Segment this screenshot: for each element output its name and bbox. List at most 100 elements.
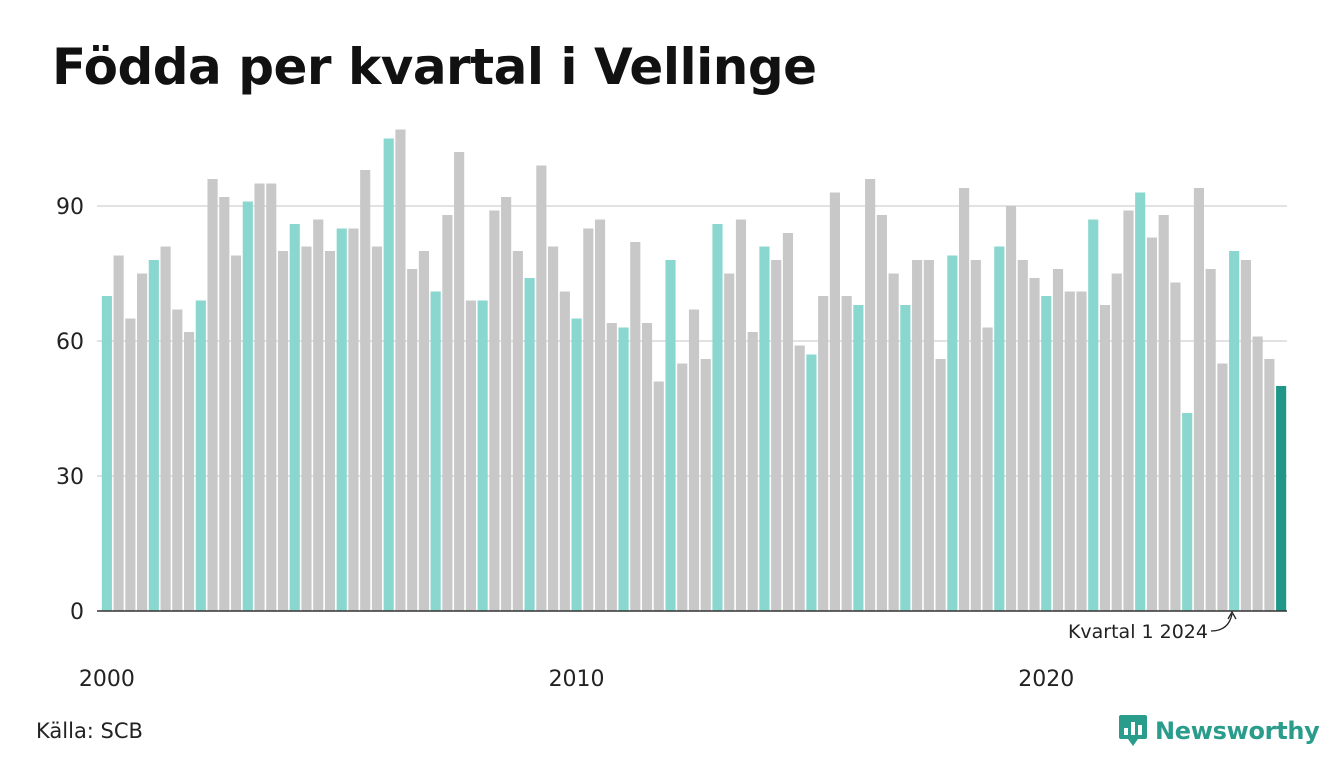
bar (900, 305, 911, 611)
bar (818, 296, 829, 611)
bar (1158, 215, 1169, 611)
bar (524, 278, 535, 611)
bar (395, 129, 406, 611)
bar (1240, 260, 1251, 611)
x-tick-label: 2000 (79, 667, 135, 692)
bar (1146, 237, 1158, 611)
annotation-arrow (1210, 613, 1233, 632)
bar (724, 273, 735, 611)
bar (1005, 206, 1017, 611)
bar (583, 228, 594, 611)
bar (348, 228, 359, 611)
y-tick-label: 60 (56, 330, 84, 355)
bar (371, 246, 383, 611)
bar (735, 219, 747, 611)
bar (1229, 251, 1240, 611)
bars (101, 129, 1287, 611)
source-text: Källa: SCB (36, 719, 143, 743)
bar (266, 183, 277, 611)
bar (1193, 188, 1205, 611)
bar (712, 224, 723, 611)
bar (101, 296, 112, 611)
bar (912, 260, 923, 611)
bar (959, 188, 970, 611)
bar (277, 251, 289, 611)
x-tick-label: 2020 (1018, 667, 1074, 692)
bar (336, 228, 347, 611)
bar (195, 300, 206, 611)
newsworthy-logo-icon (1119, 715, 1147, 746)
bar (688, 309, 700, 611)
bar (982, 327, 993, 611)
bar (1217, 363, 1228, 611)
bar (994, 246, 1005, 611)
bar (313, 219, 324, 611)
bar (1064, 291, 1075, 611)
bar (1088, 219, 1099, 611)
bar (172, 309, 183, 611)
bar (430, 291, 441, 611)
bar (806, 354, 817, 611)
brand-name: Newsworthy (1155, 717, 1320, 745)
bar (1017, 260, 1028, 611)
bar (324, 251, 336, 611)
bar (606, 323, 617, 611)
bar (1264, 359, 1275, 611)
bar (418, 251, 429, 611)
bar (160, 246, 171, 611)
bar (254, 183, 265, 611)
bar (853, 305, 864, 611)
bar (219, 197, 230, 611)
bar (1123, 210, 1134, 611)
bar (865, 179, 876, 611)
bar (207, 179, 218, 611)
bar (512, 251, 523, 611)
bar (230, 255, 242, 611)
bar (465, 300, 476, 611)
bar (594, 219, 606, 611)
bar (383, 138, 394, 611)
bar (148, 260, 159, 611)
bar (113, 255, 124, 611)
bar (1041, 296, 1052, 611)
bar (630, 242, 641, 611)
bar (876, 215, 887, 611)
y-tick-label: 0 (70, 600, 84, 625)
bar (1111, 273, 1122, 611)
bar (1205, 269, 1216, 611)
bar (536, 165, 547, 611)
bar (935, 359, 946, 611)
x-tick-label: 2010 (549, 667, 605, 692)
bar (1099, 305, 1111, 611)
bar (489, 210, 500, 611)
bar (700, 359, 711, 611)
bar (242, 201, 253, 611)
bar (923, 260, 934, 611)
y-axis-ticks: 0 30 60 90 (56, 195, 84, 625)
bar (947, 255, 958, 611)
brand-logo[interactable]: Newsworthy (1118, 713, 1320, 749)
y-tick-label: 30 (56, 465, 84, 490)
bar (454, 152, 465, 611)
bar (794, 345, 805, 611)
bar (759, 246, 770, 611)
bar (888, 273, 899, 611)
annotation-arrowhead (1227, 610, 1237, 620)
y-tick-label: 90 (56, 195, 84, 220)
bar (360, 170, 371, 611)
bar (771, 260, 782, 611)
bar (782, 233, 794, 611)
bar (1029, 278, 1040, 611)
chart-title: Födda per kvartal i Vellinge (52, 38, 817, 96)
annotation-label: Kvartal 1 2024 (1068, 621, 1208, 643)
bar (1170, 282, 1181, 611)
x-axis-ticks: 2000 2010 2020 (79, 667, 1074, 692)
bar (1135, 192, 1146, 611)
bar (665, 260, 676, 611)
bar (548, 246, 559, 611)
bar (571, 318, 582, 611)
bar (829, 192, 840, 611)
bar (301, 246, 312, 611)
bar (477, 300, 488, 611)
